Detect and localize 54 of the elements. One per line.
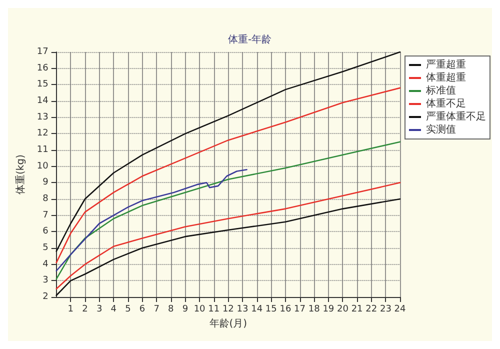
x-tick-label: 16 — [280, 304, 292, 314]
y-tick-label: 16 — [36, 63, 49, 74]
legend-label: 严重体重不足 — [426, 110, 486, 122]
x-tick-label: 4 — [110, 304, 117, 314]
x-tick-label: 21 — [351, 304, 363, 314]
x-tick-label: 17 — [294, 304, 306, 314]
x-tick-label: 1 — [68, 304, 74, 314]
x-tick-label: 14 — [251, 304, 263, 314]
y-tick-label: 14 — [36, 96, 49, 106]
x-tick-label: 3 — [96, 304, 102, 314]
x-tick-label: 22 — [366, 304, 378, 314]
legend-label: 严重超重 — [426, 58, 466, 70]
x-tick-label: 9 — [182, 304, 188, 314]
x-tick-label: 8 — [168, 304, 174, 314]
y-tick-label: 15 — [36, 80, 48, 90]
x-tick-label: 7 — [154, 304, 160, 314]
line-series — [56, 51, 401, 252]
chart-title: 体重-年龄 — [228, 34, 272, 46]
x-tick-label: 2 — [82, 304, 88, 314]
y-tick-label: 17 — [36, 47, 48, 57]
y-axis-title: 体重(kg) — [14, 154, 26, 194]
y-tick-label: 7 — [42, 210, 48, 220]
legend-label: 标准值 — [425, 84, 456, 96]
x-axis-title: 年龄(月) — [209, 318, 248, 330]
line-series — [56, 168, 248, 272]
x-tick-label: 23 — [380, 304, 392, 314]
legend-label: 体重不足 — [426, 98, 466, 110]
y-tick-label: 3 — [42, 276, 48, 286]
line-series — [56, 182, 401, 290]
y-tick-label: 8 — [42, 194, 49, 204]
y-tick-label: 4 — [42, 259, 49, 270]
line-series — [56, 141, 401, 280]
x-tick-label: 20 — [337, 304, 349, 314]
x-tick-label: 12 — [222, 304, 234, 314]
line-series — [56, 87, 401, 264]
x-tick-label: 18 — [308, 304, 320, 314]
x-tick-label: 11 — [208, 304, 220, 314]
y-tick-label: 10 — [36, 161, 49, 172]
y-tick-label: 13 — [36, 112, 48, 122]
x-tick-label: 13 — [236, 304, 248, 314]
legend-label: 体重超重 — [426, 72, 466, 84]
y-tick-label: 2 — [42, 292, 48, 302]
x-tick-label: 19 — [322, 304, 334, 314]
legend-label: 实测值 — [426, 124, 456, 136]
x-tick-label: 10 — [194, 304, 206, 314]
y-tick-label: 9 — [42, 178, 49, 188]
y-tick-label: 12 — [36, 128, 48, 139]
x-tick-label: 5 — [125, 304, 131, 314]
x-tick-label: 6 — [139, 304, 146, 314]
x-tick-label: 15 — [265, 304, 277, 314]
y-tick-label: 6 — [42, 226, 49, 237]
x-tick-label: 24 — [394, 304, 406, 314]
y-tick-label: 11 — [36, 145, 48, 155]
y-tick-label: 5 — [42, 243, 48, 253]
